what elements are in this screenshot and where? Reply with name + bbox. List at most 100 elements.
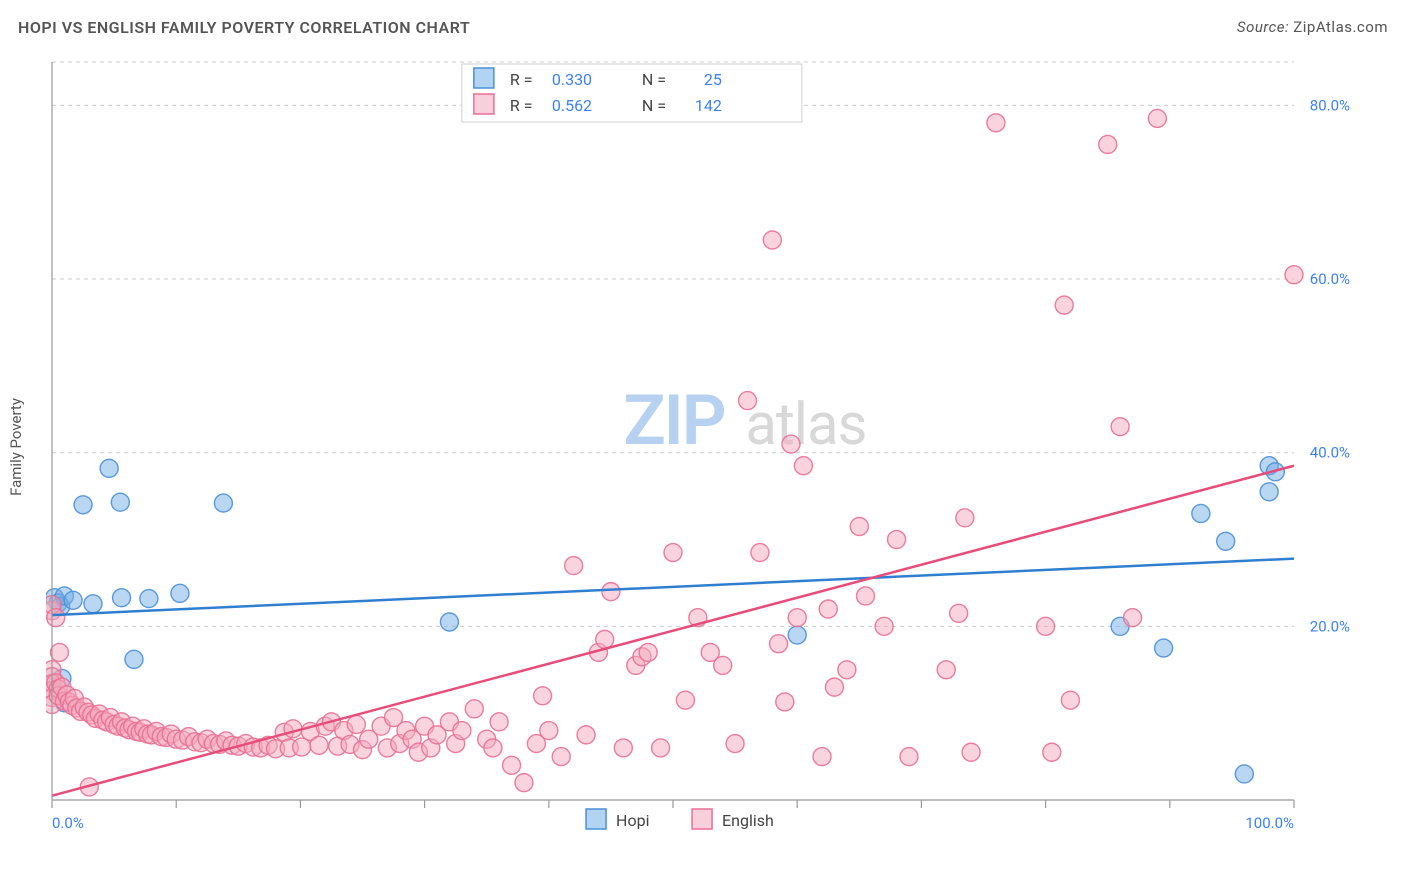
english-point — [900, 748, 918, 766]
bottom-legend-label-english: English — [722, 811, 774, 830]
english-point — [888, 531, 906, 549]
english-point — [838, 661, 856, 679]
hopi-point — [214, 494, 232, 512]
english-point — [453, 722, 471, 740]
english-point — [950, 604, 968, 622]
english-point — [310, 736, 328, 754]
english-point — [503, 756, 521, 774]
english-point — [850, 518, 868, 536]
hopi-point — [74, 496, 92, 514]
english-point — [1055, 296, 1073, 314]
plot-area: Family Poverty ZIPatlas0.0%100.0%20.0%40… — [46, 58, 1360, 836]
x-tick-label: 0.0% — [52, 814, 84, 832]
english-point — [714, 656, 732, 674]
hopi-point — [111, 493, 129, 511]
hopi-point — [1235, 765, 1253, 783]
bottom-legend-swatch-hopi — [586, 809, 606, 829]
english-point — [825, 678, 843, 696]
english-point — [1099, 135, 1117, 153]
english-point — [726, 735, 744, 753]
legend-r-value-hopi: 0.330 — [552, 70, 592, 89]
english-point — [770, 635, 788, 653]
y-axis-label: Family Poverty — [7, 398, 25, 496]
hopi-point — [140, 590, 158, 608]
watermark-atlas: atlas — [745, 391, 866, 459]
english-point — [794, 457, 812, 475]
english-point — [602, 583, 620, 601]
y-tick-label: 60.0% — [1310, 270, 1350, 288]
chart-title: HOPI VS ENGLISH FAMILY POVERTY CORRELATI… — [18, 18, 470, 37]
y-tick-label: 20.0% — [1310, 617, 1350, 635]
english-point — [1111, 418, 1129, 436]
hopi-point — [1155, 639, 1173, 657]
scatter-chart: ZIP atlas 0.0% 100.0% 20.0% 40.0% 60.0% 80.0% R … — [46, 58, 1360, 836]
legend-n-value-hopi: 25 — [704, 70, 722, 89]
hopi-trend-line — [52, 559, 1294, 615]
legend-r-value-english: 0.562 — [552, 96, 592, 115]
hopi-point — [125, 650, 143, 668]
english-point — [956, 509, 974, 527]
watermark-zip: ZIP — [623, 380, 724, 462]
english-point — [776, 693, 794, 711]
x-tick-label: 100.0% — [1245, 814, 1294, 832]
bottom-legend-label-hopi: Hopi — [616, 811, 649, 830]
english-point — [819, 600, 837, 618]
english-point — [50, 643, 68, 661]
english-trend-line — [52, 466, 1294, 796]
hopi-point — [1192, 504, 1210, 522]
english-point — [1148, 109, 1166, 127]
hopi-point — [1217, 532, 1235, 550]
hopi-point — [84, 595, 102, 613]
english-point — [577, 726, 595, 744]
hopi-point — [788, 626, 806, 644]
hopi-point — [64, 591, 82, 609]
legend-r-label: R = — [510, 70, 533, 89]
legend-swatch-hopi — [474, 68, 494, 88]
english-point — [614, 739, 632, 757]
english-point — [540, 722, 558, 740]
legend-n-label: N = — [642, 70, 666, 89]
y-tick-label: 40.0% — [1310, 444, 1350, 462]
english-point — [1285, 266, 1303, 284]
english-point — [1043, 743, 1061, 761]
english-point — [937, 661, 955, 679]
hopi-point — [171, 584, 189, 602]
english-point — [782, 435, 800, 453]
english-point — [739, 392, 757, 410]
hopi-point — [440, 613, 458, 631]
source-attribution: Source: ZipAtlas.com — [1237, 18, 1388, 37]
english-point — [347, 715, 365, 733]
english-point — [484, 739, 502, 757]
english-point — [490, 713, 508, 731]
hopi-point — [100, 459, 118, 477]
legend-swatch-english — [474, 94, 494, 114]
english-point — [962, 743, 980, 761]
english-point — [788, 609, 806, 627]
english-point — [875, 617, 893, 635]
english-point — [664, 544, 682, 562]
english-point — [813, 748, 831, 766]
english-point — [1061, 691, 1079, 709]
hopi-point — [113, 589, 131, 607]
english-point — [676, 691, 694, 709]
english-point — [857, 587, 875, 605]
english-point — [763, 231, 781, 249]
english-point — [465, 700, 483, 718]
legend-r-label: R = — [510, 96, 533, 115]
english-point — [515, 774, 533, 792]
english-point — [534, 687, 552, 705]
english-point — [751, 544, 769, 562]
english-point — [596, 630, 614, 648]
source-name: ZipAtlas.com — [1293, 18, 1388, 36]
english-point — [1124, 609, 1142, 627]
source-prefix: Source: — [1237, 18, 1293, 36]
english-point — [987, 114, 1005, 132]
hopi-point — [1260, 483, 1278, 501]
y-tick-label: 80.0% — [1310, 96, 1350, 114]
legend-n-value-english: 142 — [695, 96, 722, 115]
english-point — [47, 609, 65, 627]
english-point — [1037, 617, 1055, 635]
english-point — [552, 748, 570, 766]
english-point — [639, 643, 657, 661]
legend-n-label: N = — [642, 96, 666, 115]
